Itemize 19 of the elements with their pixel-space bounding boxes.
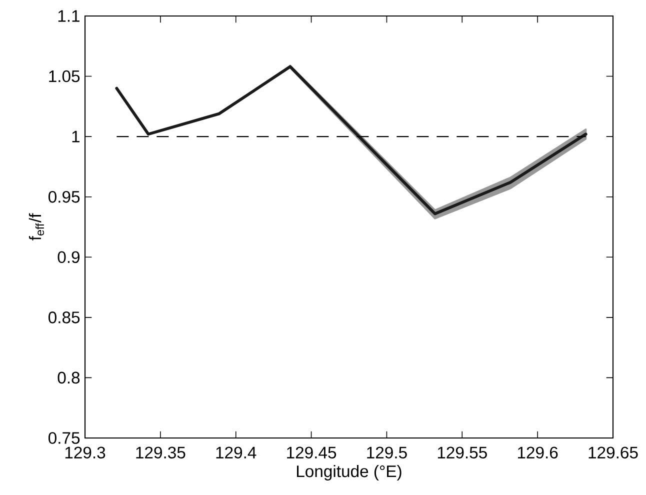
x-axis-title: Longitude (°E) xyxy=(296,464,402,481)
y-tick-label: 0.9 xyxy=(58,251,80,264)
y-tick-label: 0.75 xyxy=(48,432,80,444)
y-tick-label: 1.05 xyxy=(49,70,80,82)
y-tick-label: 0.8 xyxy=(58,372,80,384)
x-tick-label: 129.4 xyxy=(216,446,256,458)
x-tick-label: 129.55 xyxy=(438,446,487,458)
x-tick-label: 129.45 xyxy=(287,446,336,458)
y-tick-label: 0.85 xyxy=(48,312,80,324)
line-series xyxy=(115,65,588,216)
x-tick-label: 129.65 xyxy=(588,446,638,458)
y-axis-title: f$_{eff}$/f xyxy=(28,213,44,240)
x-tick-label: 129.35 xyxy=(136,446,186,458)
x-tick-label: 129.5 xyxy=(367,446,407,458)
y-tick-label: 1 xyxy=(72,130,80,142)
x-tick-label: 129.6 xyxy=(518,446,558,458)
x-tick-label: 129.3 xyxy=(65,446,106,458)
y-tick-label: 1.1 xyxy=(58,10,80,22)
y-tick-label: 0.95 xyxy=(48,190,80,203)
